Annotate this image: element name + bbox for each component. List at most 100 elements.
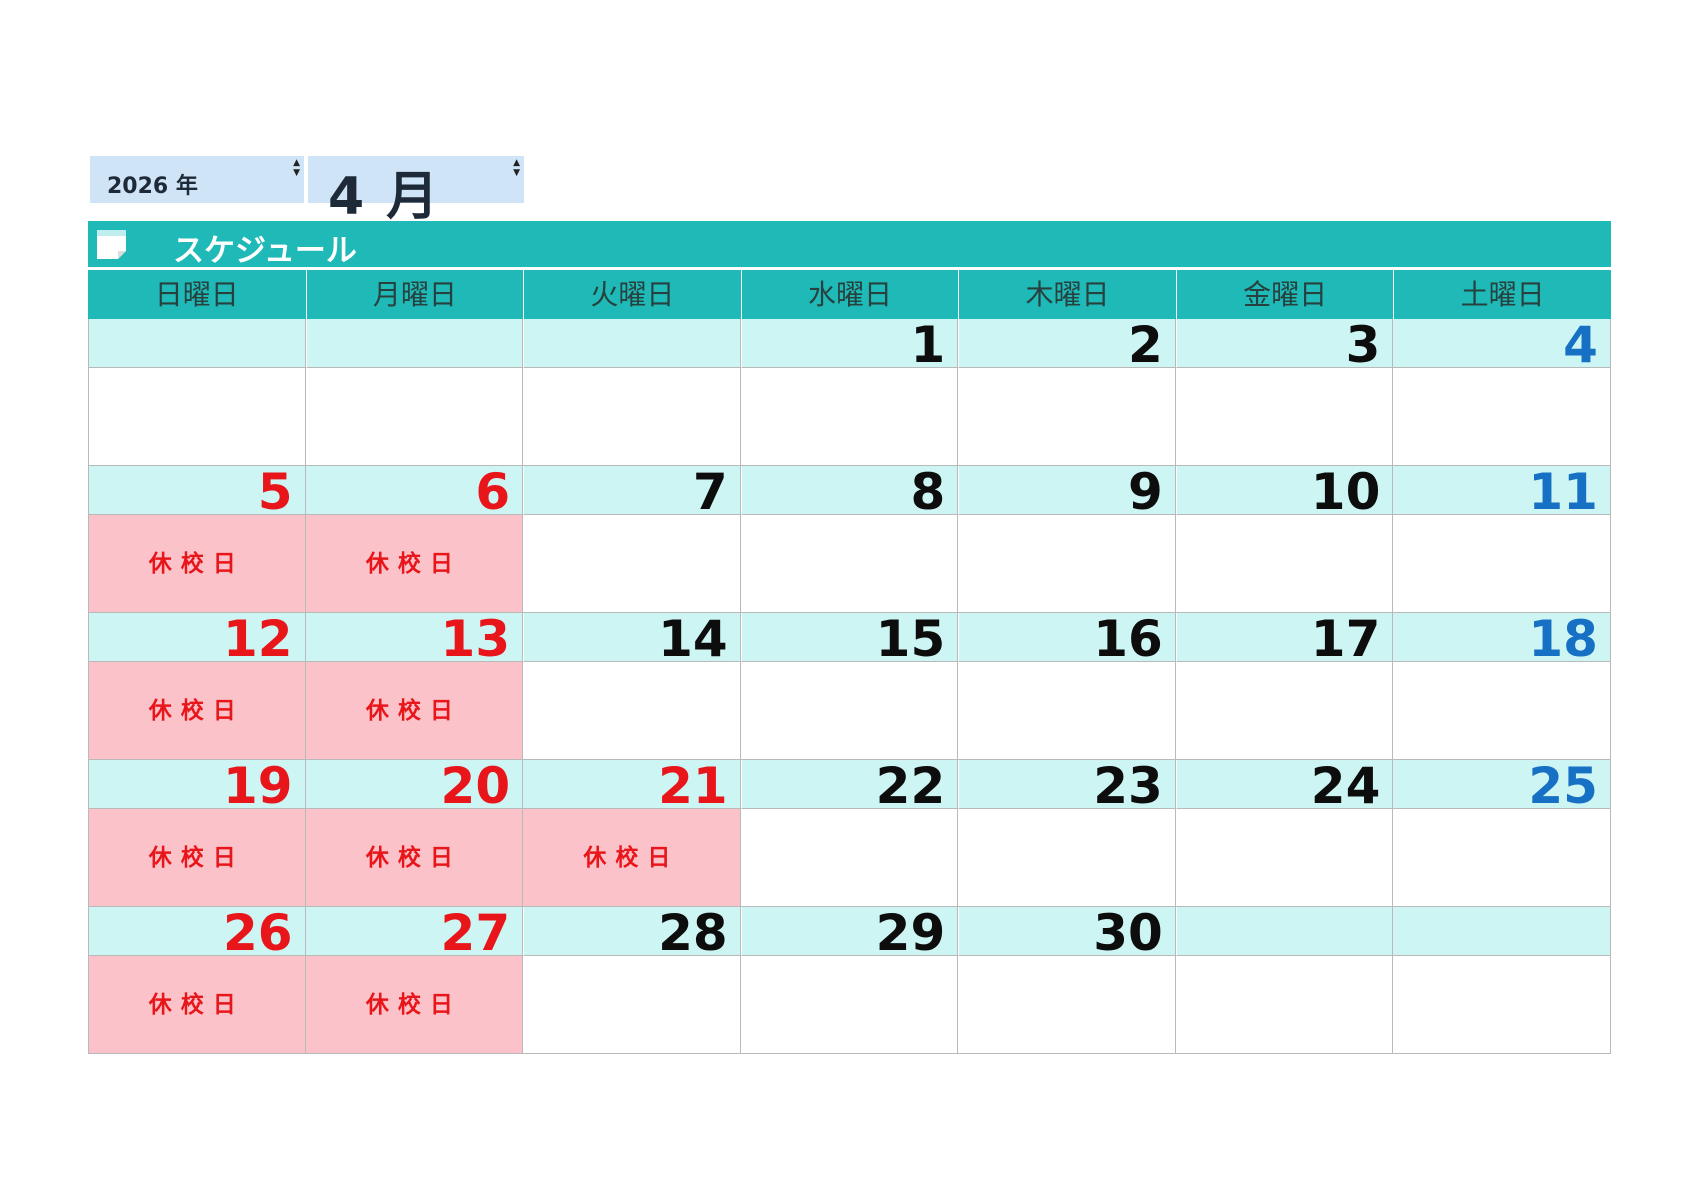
- schedule-cell[interactable]: [958, 956, 1176, 1054]
- note-row: 休校日 休校日: [88, 956, 1611, 1054]
- weekday-header: 日曜日: [88, 270, 306, 319]
- schedule-cell[interactable]: [1393, 662, 1611, 760]
- schedule-cell[interactable]: [740, 662, 959, 760]
- schedule-cell[interactable]: [523, 662, 741, 760]
- closed-day-note[interactable]: 休校日: [88, 956, 306, 1054]
- date-cell[interactable]: 6: [305, 466, 524, 515]
- date-cell[interactable]: 8: [740, 466, 959, 515]
- spin-up-icon[interactable]: ▲: [513, 158, 520, 168]
- date-row: 19 20 21 22 23 24 25: [88, 760, 1611, 809]
- date-cell[interactable]: 29: [740, 907, 959, 956]
- date-cell[interactable]: 4: [1393, 319, 1611, 368]
- closed-day-note[interactable]: 休校日: [305, 809, 524, 907]
- weekday-header: 月曜日: [305, 270, 524, 319]
- note-row: 休校日 休校日: [88, 662, 1611, 760]
- date-cell[interactable]: 13: [305, 613, 524, 662]
- month-spin-arrows[interactable]: ▲ ▼: [513, 158, 520, 178]
- schedule-cell[interactable]: [1175, 662, 1394, 760]
- date-cell[interactable]: 21: [523, 760, 741, 809]
- weekday-header: 水曜日: [740, 270, 959, 319]
- spin-down-icon[interactable]: ▼: [513, 168, 520, 178]
- date-cell[interactable]: 27: [305, 907, 524, 956]
- date-cell[interactable]: 19: [88, 760, 306, 809]
- spin-down-icon[interactable]: ▼: [293, 168, 300, 178]
- schedule-cell[interactable]: [305, 368, 524, 466]
- schedule-cell[interactable]: [958, 515, 1176, 613]
- closed-day-note[interactable]: 休校日: [88, 515, 306, 613]
- schedule-cell[interactable]: [958, 368, 1176, 466]
- schedule-cell[interactable]: [523, 368, 741, 466]
- closed-day-note[interactable]: 休校日: [305, 515, 524, 613]
- date-cell[interactable]: [1393, 907, 1611, 956]
- date-cell[interactable]: [523, 319, 741, 368]
- date-cell[interactable]: 30: [958, 907, 1176, 956]
- schedule-cell[interactable]: [740, 368, 959, 466]
- schedule-cell[interactable]: [1175, 515, 1394, 613]
- date-cell[interactable]: 12: [88, 613, 306, 662]
- week-row: 12 13 14 15 16 17 18 休校日 休校日: [88, 613, 1611, 760]
- date-cell[interactable]: 25: [1393, 760, 1611, 809]
- schedule-title-bar: スケジュール: [88, 221, 1611, 269]
- date-cell[interactable]: 24: [1175, 760, 1394, 809]
- schedule-cell[interactable]: [523, 956, 741, 1054]
- date-row: 26 27 28 29 30: [88, 907, 1611, 956]
- schedule-cell[interactable]: [958, 809, 1176, 907]
- week-row: 19 20 21 22 23 24 25 休校日 休校日 休校日: [88, 760, 1611, 907]
- date-cell[interactable]: 9: [958, 466, 1176, 515]
- weekday-header: 木曜日: [958, 270, 1176, 319]
- closed-day-note[interactable]: 休校日: [305, 662, 524, 760]
- year-display: 2026 年: [107, 168, 198, 200]
- schedule-cell[interactable]: [958, 662, 1176, 760]
- month-display: 4 月: [328, 154, 440, 229]
- year-value: 2026: [107, 174, 169, 199]
- date-cell[interactable]: 1: [740, 319, 959, 368]
- date-cell[interactable]: [1175, 907, 1394, 956]
- date-cell[interactable]: 10: [1175, 466, 1394, 515]
- date-cell[interactable]: 17: [1175, 613, 1394, 662]
- weekday-header: 金曜日: [1175, 270, 1394, 319]
- schedule-cell[interactable]: [740, 515, 959, 613]
- date-cell[interactable]: 20: [305, 760, 524, 809]
- closed-day-note[interactable]: 休校日: [523, 809, 741, 907]
- date-cell[interactable]: 3: [1175, 319, 1394, 368]
- date-cell[interactable]: 16: [958, 613, 1176, 662]
- date-cell[interactable]: 5: [88, 466, 306, 515]
- schedule-cell[interactable]: [740, 956, 959, 1054]
- schedule-cell[interactable]: [1393, 368, 1611, 466]
- month-spinner[interactable]: 4 月 ▲ ▼: [308, 156, 524, 227]
- closed-day-note[interactable]: 休校日: [88, 809, 306, 907]
- note-icon: [97, 230, 126, 259]
- year-spinner[interactable]: 2026 年 ▲ ▼: [90, 156, 304, 203]
- week-row: 5 6 7 8 9 10 11 休校日 休校日: [88, 466, 1611, 613]
- date-cell[interactable]: 18: [1393, 613, 1611, 662]
- schedule-cell[interactable]: [1393, 515, 1611, 613]
- date-cell[interactable]: 28: [523, 907, 741, 956]
- schedule-cell[interactable]: [1175, 956, 1394, 1054]
- date-cell[interactable]: 23: [958, 760, 1176, 809]
- schedule-cell[interactable]: [1175, 368, 1394, 466]
- schedule-cell[interactable]: [740, 809, 959, 907]
- year-spin-arrows[interactable]: ▲ ▼: [293, 158, 300, 178]
- date-cell[interactable]: [305, 319, 524, 368]
- schedule-cell[interactable]: [1393, 956, 1611, 1054]
- note-row: 休校日 休校日 休校日: [88, 809, 1611, 907]
- schedule-cell[interactable]: [88, 368, 306, 466]
- date-cell[interactable]: 15: [740, 613, 959, 662]
- schedule-cell[interactable]: [1175, 809, 1394, 907]
- date-cell[interactable]: 2: [958, 319, 1176, 368]
- closed-day-note[interactable]: 休校日: [305, 956, 524, 1054]
- date-cell[interactable]: 11: [1393, 466, 1611, 515]
- date-row: 5 6 7 8 9 10 11: [88, 466, 1611, 515]
- date-cell[interactable]: [88, 319, 306, 368]
- closed-day-note[interactable]: 休校日: [88, 662, 306, 760]
- weekday-header-row: 日曜日 月曜日 火曜日 水曜日 木曜日 金曜日 土曜日: [88, 270, 1611, 319]
- date-cell[interactable]: 26: [88, 907, 306, 956]
- date-cell[interactable]: 22: [740, 760, 959, 809]
- schedule-cell[interactable]: [1393, 809, 1611, 907]
- spin-up-icon[interactable]: ▲: [293, 158, 300, 168]
- date-cell[interactable]: 7: [523, 466, 741, 515]
- date-cell[interactable]: 14: [523, 613, 741, 662]
- schedule-cell[interactable]: [523, 515, 741, 613]
